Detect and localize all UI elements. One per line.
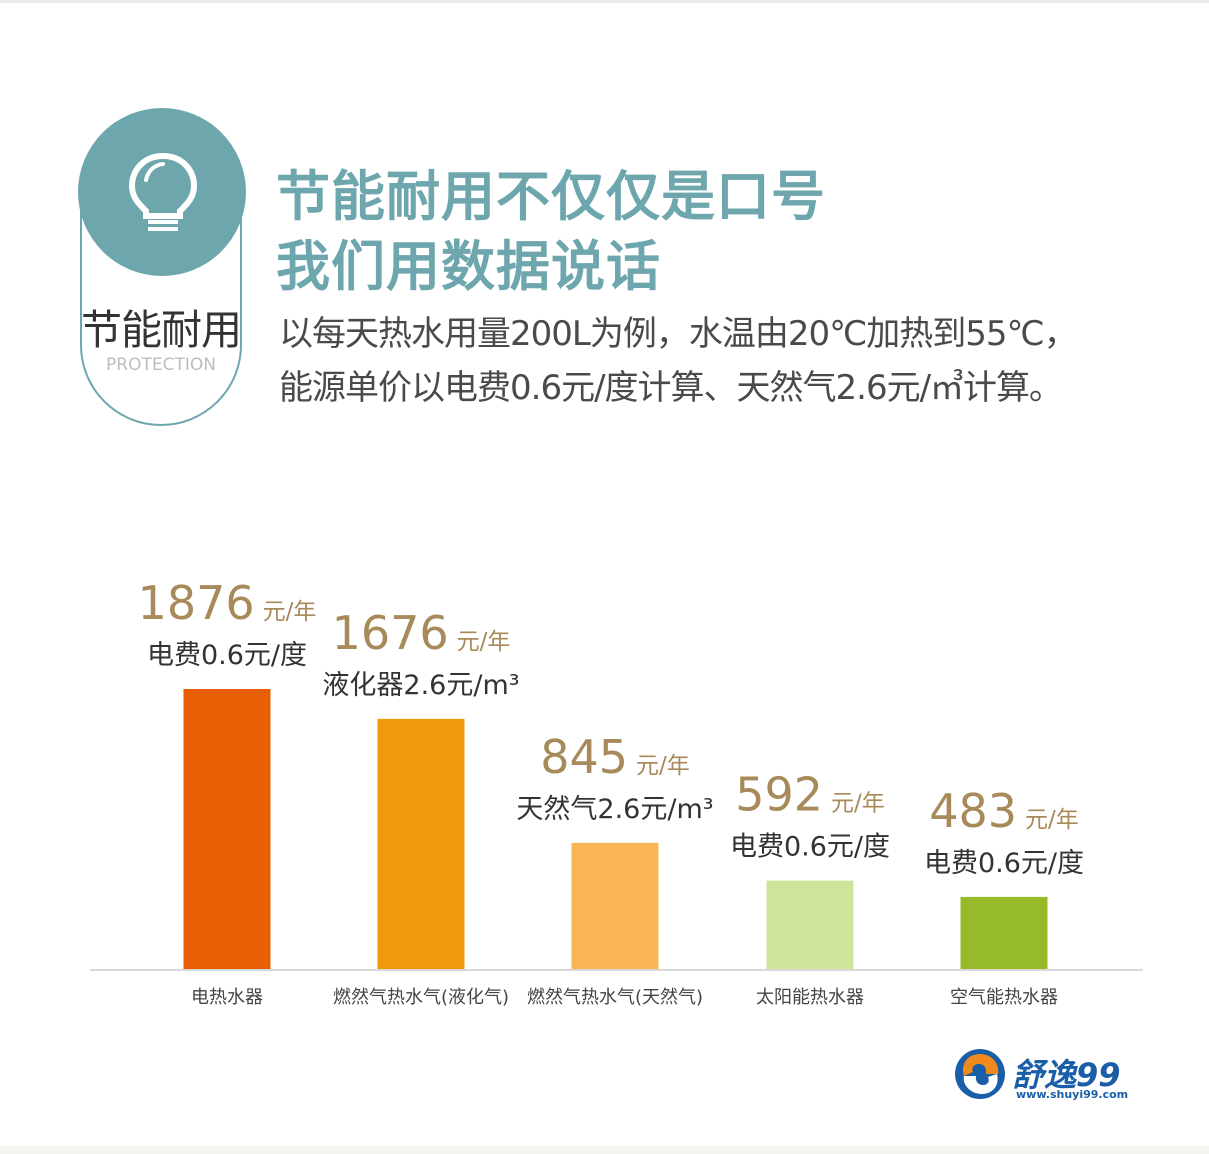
logo-url: www.shuyi99.com: [1016, 1088, 1129, 1101]
badge-title: 节能耐用: [81, 306, 242, 354]
description-line1: 以每天热水用量200L为例，水温由20℃加热到55℃，: [279, 314, 1078, 354]
description-line2: 能源单价以电费0.6元/度计算、天然气2.6元/㎥计算。: [279, 368, 1063, 408]
value-label: 1676 元/年: [332, 606, 511, 660]
value-label: 845 元/年: [540, 730, 690, 784]
price-label: 天然气2.6元/m³: [516, 794, 713, 825]
bar: [183, 689, 271, 969]
bar: [766, 880, 854, 969]
headline-line1: 节能耐用不仅仅是口号: [276, 165, 826, 228]
value-label: 1876 元/年: [138, 576, 317, 630]
bar: [571, 842, 659, 969]
lightbulb-icon: [128, 152, 198, 231]
category-label: 电热水器: [191, 987, 263, 1008]
logo-mark-icon: [955, 1049, 1005, 1099]
category-label: 空气能热水器: [950, 987, 1058, 1008]
bottom-rule: [0, 1146, 1209, 1154]
badge-circle: [78, 108, 246, 276]
category-label: 燃然气热水气(液化气): [333, 987, 509, 1008]
bar: [377, 718, 465, 969]
value-label: 483 元/年: [929, 784, 1079, 838]
brand-logo: 舒逸99 www.shuyi99.com: [952, 1046, 1152, 1106]
value-label: 592 元/年: [735, 768, 885, 822]
badge-subtitle: PROTECTION: [106, 355, 216, 375]
top-rule: [0, 0, 1209, 3]
price-label: 电费0.6元/度: [730, 832, 890, 863]
category-label: 燃然气热水气(天然气): [527, 987, 703, 1008]
bar: [960, 896, 1048, 969]
price-label: 液化器2.6元/m³: [322, 670, 519, 701]
logo-name: 舒逸99: [1012, 1056, 1121, 1094]
headline-line2: 我们用数据说话: [276, 235, 661, 298]
category-label: 太阳能热水器: [756, 987, 864, 1008]
price-label: 电费0.6元/度: [924, 848, 1084, 879]
price-label: 电费0.6元/度: [147, 640, 307, 671]
